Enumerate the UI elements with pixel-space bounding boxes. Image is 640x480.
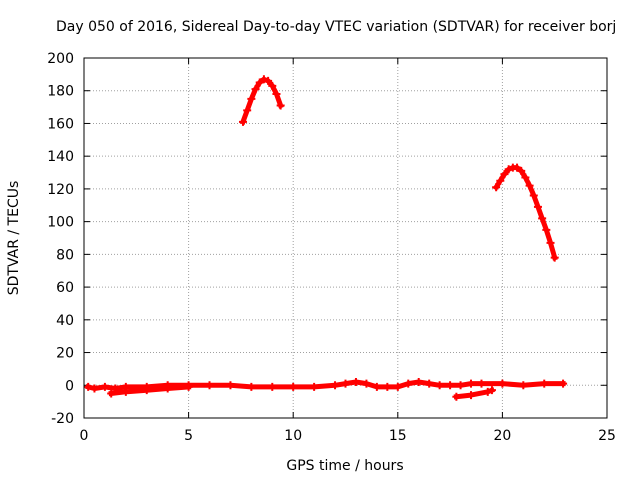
data-point bbox=[435, 381, 444, 390]
y-tick-label: 20 bbox=[56, 346, 74, 362]
data-point bbox=[247, 94, 256, 103]
data-point bbox=[525, 181, 534, 190]
data-series bbox=[84, 75, 568, 401]
data-point bbox=[341, 379, 350, 388]
x-tick-label: 0 bbox=[80, 428, 89, 444]
data-point bbox=[289, 382, 298, 391]
data-point bbox=[538, 214, 547, 223]
tick-labels: 0 5 10 15 20 25 -20 0 20 40 60 80 100 120 140 160 180 200 bbox=[47, 51, 616, 444]
data-point bbox=[142, 386, 151, 395]
data-point bbox=[483, 387, 492, 396]
data-point bbox=[467, 379, 476, 388]
series-group bbox=[492, 163, 559, 262]
data-point bbox=[372, 382, 381, 391]
y-tick-label: 180 bbox=[47, 84, 74, 100]
y-tick-label: 160 bbox=[47, 116, 74, 132]
data-point bbox=[247, 382, 256, 391]
data-point bbox=[504, 165, 513, 174]
grid-lines bbox=[84, 58, 607, 418]
data-point bbox=[107, 389, 116, 398]
data-point bbox=[521, 173, 530, 182]
data-point bbox=[226, 381, 235, 390]
data-point bbox=[362, 379, 371, 388]
data-point bbox=[393, 382, 402, 391]
y-tick-label: 140 bbox=[47, 149, 74, 165]
data-point bbox=[351, 378, 360, 386]
data-point bbox=[467, 391, 476, 400]
plot-frame bbox=[83, 57, 608, 419]
series-group bbox=[238, 75, 285, 126]
chart-title: Day 050 of 2016, Sidereal Day-to-day VTE… bbox=[56, 19, 616, 35]
data-point bbox=[100, 382, 109, 391]
data-point bbox=[268, 81, 277, 90]
data-point bbox=[513, 163, 522, 172]
x-tick-label: 5 bbox=[184, 428, 193, 444]
data-point bbox=[255, 78, 264, 87]
y-tick-label: 60 bbox=[56, 280, 74, 296]
axis-ticks bbox=[83, 57, 608, 419]
data-point bbox=[310, 382, 319, 391]
data-point bbox=[264, 76, 273, 85]
y-tick-label: -20 bbox=[51, 411, 74, 427]
data-point bbox=[163, 384, 172, 393]
data-point bbox=[272, 90, 281, 98]
data-point bbox=[276, 101, 285, 110]
data-point bbox=[268, 382, 277, 391]
y-tick-label: 100 bbox=[47, 215, 74, 231]
series-group bbox=[452, 386, 496, 401]
x-axis-label: GPS time / hours bbox=[286, 458, 403, 474]
data-point bbox=[414, 378, 423, 386]
data-point bbox=[251, 85, 260, 94]
data-point bbox=[456, 381, 465, 390]
x-tick-label: 20 bbox=[493, 428, 511, 444]
data-point bbox=[243, 106, 252, 115]
data-point bbox=[84, 382, 93, 391]
data-point bbox=[425, 379, 434, 388]
data-point bbox=[121, 387, 130, 396]
data-point bbox=[519, 381, 528, 390]
x-tick-label: 10 bbox=[284, 428, 302, 444]
series-group bbox=[84, 378, 568, 393]
data-point bbox=[452, 392, 461, 401]
y-axis-label: SDTVAR / TECUs bbox=[6, 181, 22, 296]
data-point bbox=[500, 170, 509, 179]
data-point bbox=[550, 253, 559, 262]
series-group bbox=[107, 382, 193, 398]
data-point bbox=[517, 166, 526, 175]
data-point bbox=[559, 379, 568, 388]
data-point bbox=[259, 75, 268, 84]
y-tick-label: 40 bbox=[56, 313, 74, 329]
x-tick-label: 25 bbox=[598, 428, 616, 444]
data-point bbox=[492, 183, 501, 192]
data-point bbox=[546, 238, 555, 247]
data-point bbox=[446, 381, 455, 390]
data-point bbox=[533, 202, 542, 211]
series-trace bbox=[239, 76, 284, 126]
data-point bbox=[404, 379, 413, 388]
data-point bbox=[542, 225, 551, 234]
y-tick-label: 120 bbox=[47, 182, 74, 198]
data-point bbox=[383, 382, 392, 391]
x-tick-label: 15 bbox=[389, 428, 407, 444]
data-point bbox=[184, 382, 193, 391]
data-point bbox=[496, 176, 505, 185]
data-point bbox=[90, 384, 99, 393]
data-point bbox=[498, 379, 507, 388]
y-tick-label: 80 bbox=[56, 247, 74, 263]
data-point bbox=[477, 379, 486, 388]
y-tick-label: 0 bbox=[65, 378, 74, 394]
data-point bbox=[529, 191, 538, 200]
data-point bbox=[238, 117, 247, 126]
data-point bbox=[540, 379, 549, 388]
y-tick-label: 200 bbox=[47, 51, 74, 67]
data-point bbox=[331, 381, 340, 390]
data-point bbox=[205, 381, 214, 390]
data-point bbox=[487, 386, 496, 395]
